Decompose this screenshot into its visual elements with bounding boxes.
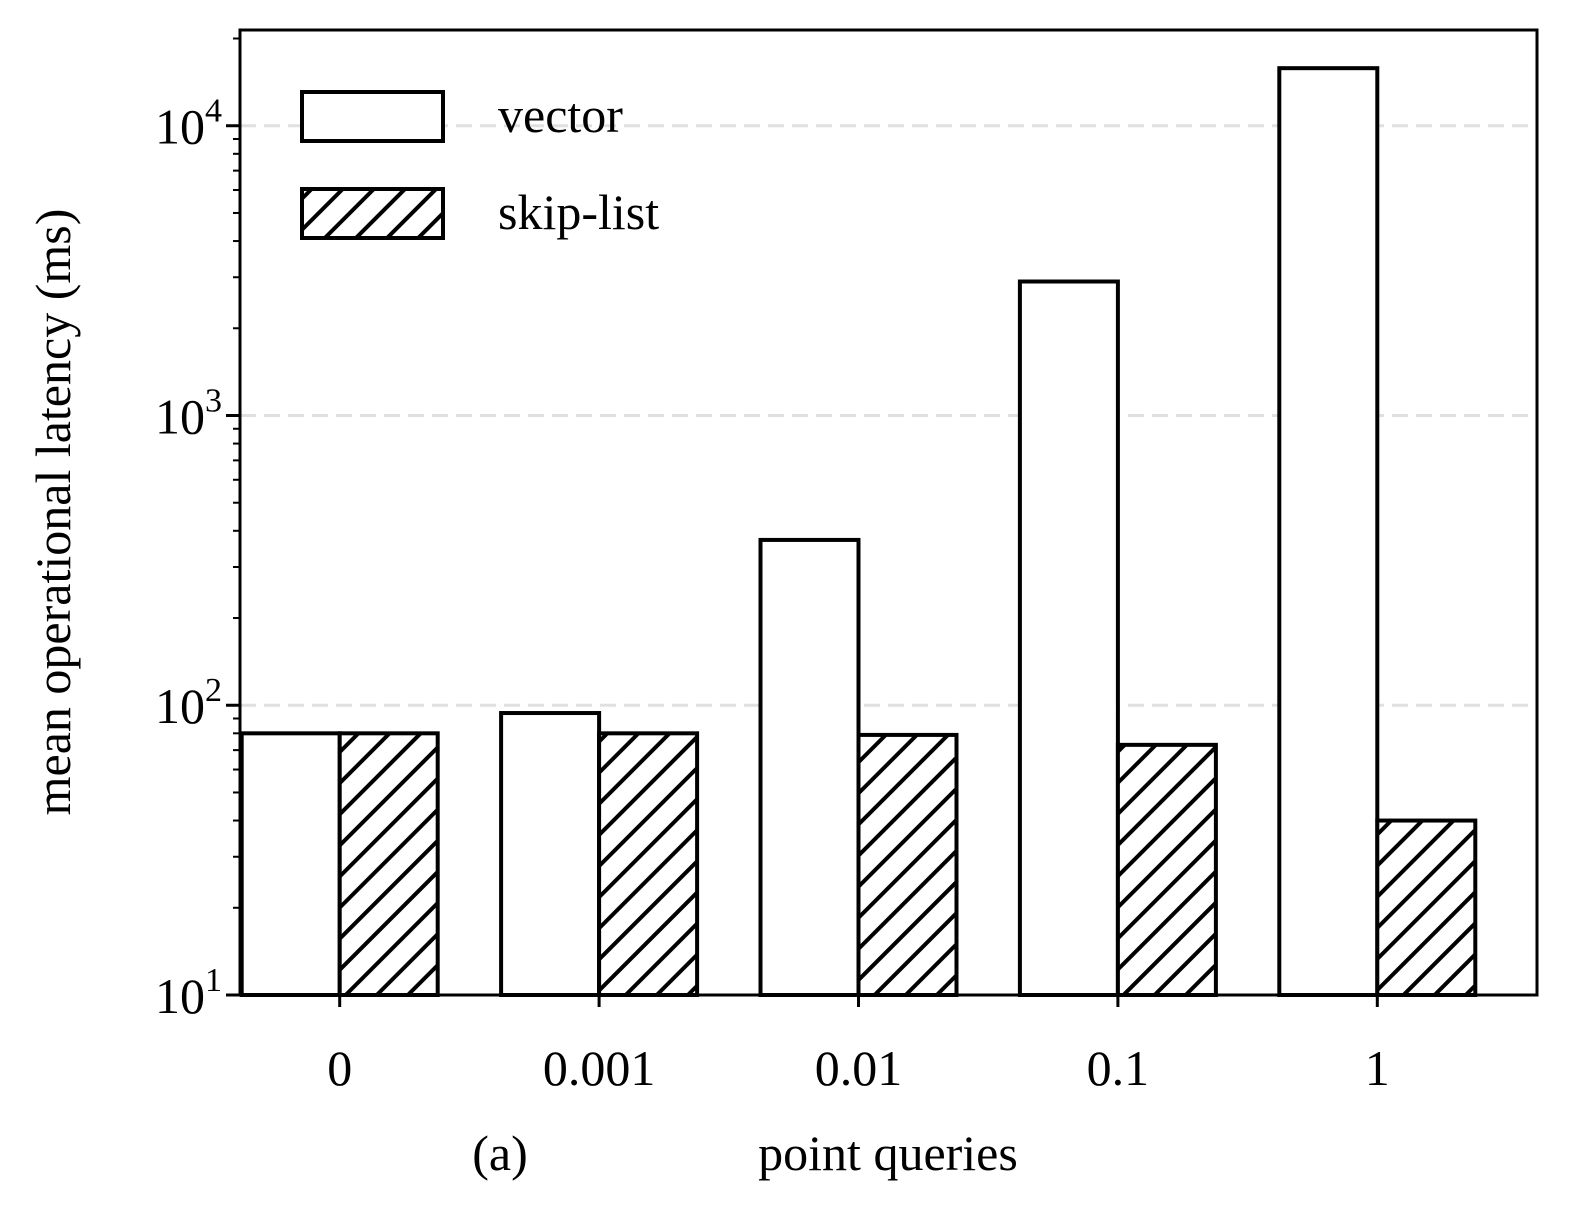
bar-vector-0.01: [758, 537, 861, 998]
y-tick-label: 102: [155, 672, 222, 734]
y-tick-label: 103: [155, 382, 222, 444]
bar-vector-1: [1277, 66, 1380, 997]
x-tick-label: 0.01: [815, 1040, 903, 1096]
bar-skip-list-0: [337, 731, 440, 997]
legend-label-vector: vector: [498, 87, 623, 143]
y-tick-label: 104: [155, 93, 222, 155]
legend: vector skip-list: [300, 87, 659, 240]
legend-swatch-vector: [300, 90, 445, 143]
bar-skip-list-0.001: [597, 731, 700, 997]
x-tick-label: 1: [1365, 1040, 1390, 1096]
plot-frame: [238, 28, 1539, 997]
y-tick-label: 101: [155, 962, 222, 1024]
x-axis-label: point queries: [758, 1125, 1018, 1181]
bar-vector-0.1: [1017, 279, 1120, 997]
bars: [239, 66, 1478, 998]
x-tick-label: 0: [327, 1040, 352, 1096]
x-tick-label: 0.001: [543, 1040, 656, 1096]
bar-vector-0.001: [499, 711, 602, 997]
bar-vector-0: [239, 731, 342, 997]
axes: 0 0.001 0.01 0.1 1 101 102 103 104: [155, 28, 1539, 1096]
bar-skip-list-0.1: [1115, 742, 1218, 997]
panel-label: (a): [472, 1125, 528, 1181]
bar-skip-list-1: [1375, 818, 1478, 997]
legend-label-skip-list: skip-list: [498, 184, 659, 240]
x-tick-label: 0.1: [1087, 1040, 1150, 1096]
legend-swatch-skip-list: [300, 187, 445, 240]
bar-skip-list-0.01: [856, 732, 959, 998]
y-axis-label: mean operational latency (ms): [25, 209, 81, 816]
